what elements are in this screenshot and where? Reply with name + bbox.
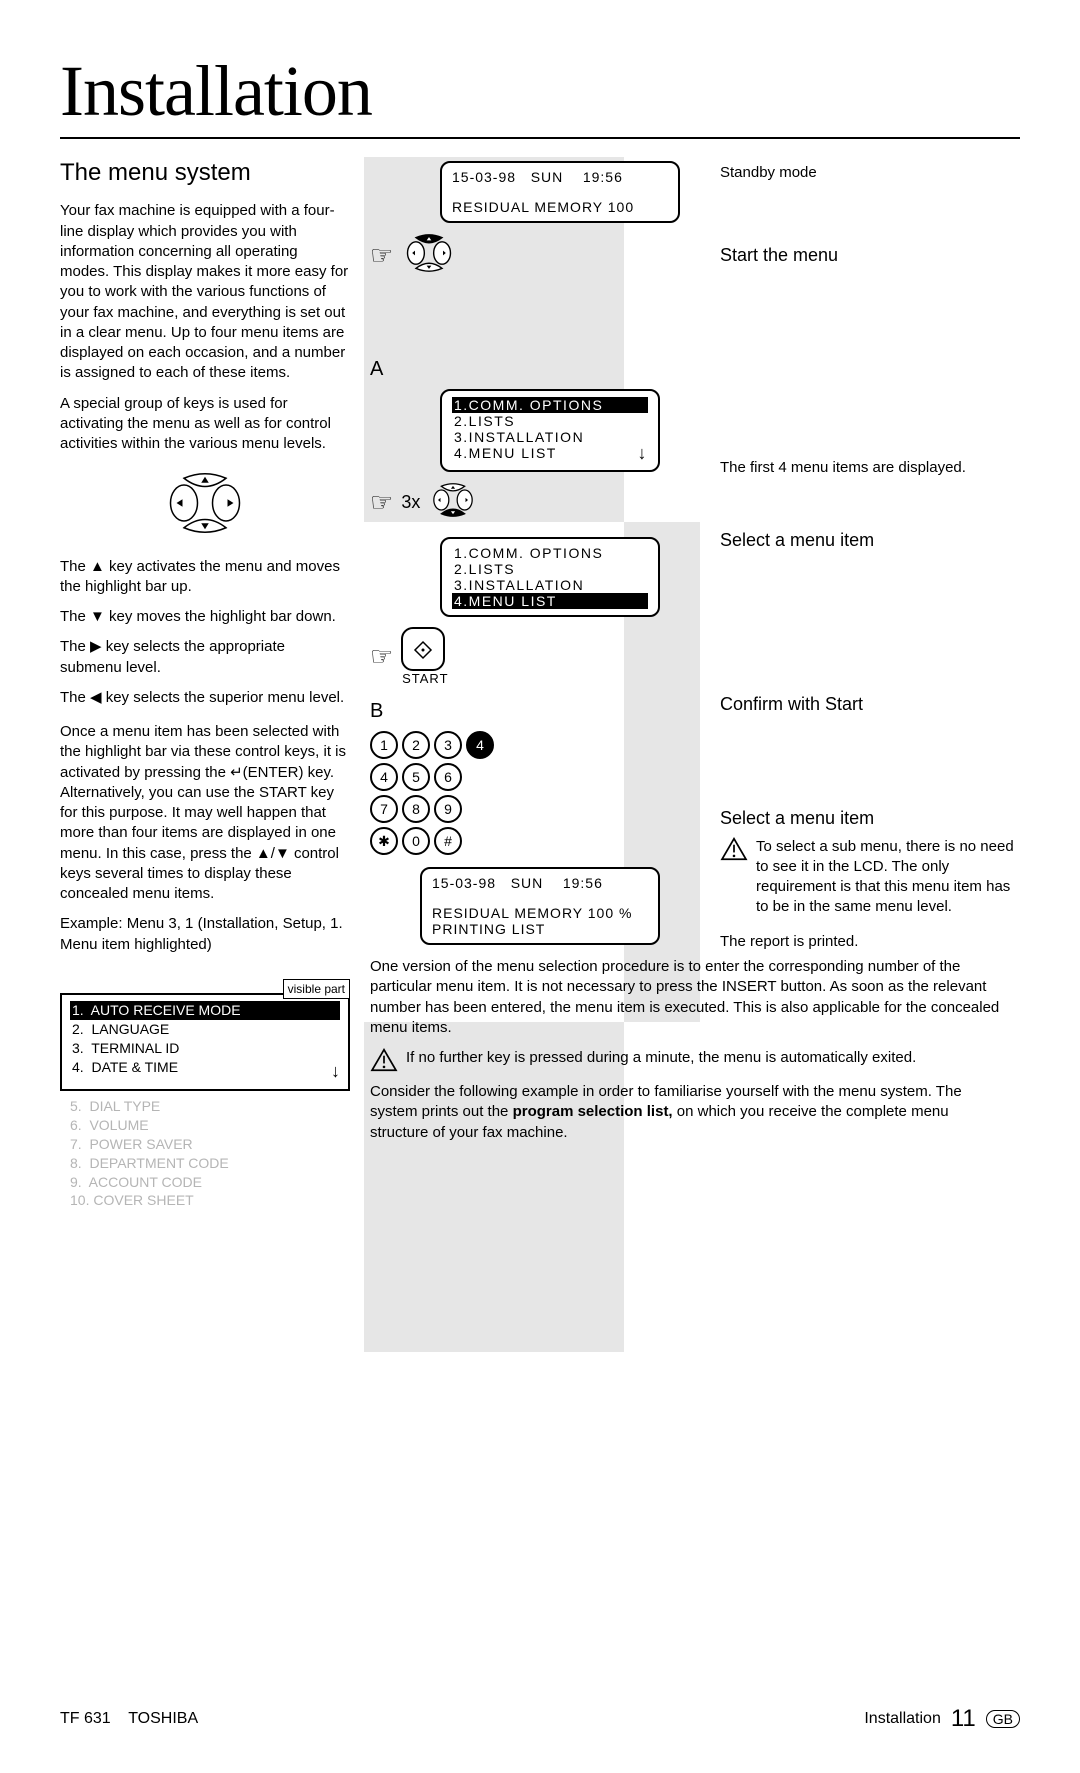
lcd-menu-top: 1.COMM. OPTIONS 2.LISTS 3.INSTALLATION 4… [440,389,660,472]
footer-brand: TOSHIBA [128,1710,198,1727]
vp-hidden-6: 6. VOLUME [70,1116,340,1135]
left-p3a: Once a menu item has been selected with … [60,722,350,904]
vp-item-1: 1. AUTO RECEIVE MODE [70,1001,340,1020]
point-hand-icon: ☞ [370,641,393,672]
nav-pad-down-icon [428,482,478,523]
start-label: START [401,671,449,686]
warn-auto-exit: If no further key is pressed during a mi… [406,1048,1010,1068]
footer-model: TF 631 [60,1710,111,1727]
start-key-icon [401,627,445,671]
lcd-standby: 15-03-98 SUN 19:56 RESIDUAL MEMORY 100 [440,161,680,223]
left-p2: A special group of keys is used for acti… [60,394,350,455]
warn-submenu: To select a sub menu, there is no need t… [756,837,1020,918]
below-p2: Consider the following example in order … [370,1082,1010,1143]
warning-icon [720,837,748,861]
visible-part-label: visible part [283,979,350,999]
footer-page: 11 [951,1705,976,1733]
lcd1-row1: 15-03-98 SUN 19:56 [452,169,668,185]
page-footer: TF 631 TOSHIBA Installation 11 GB [60,1705,1020,1733]
first4-label: The first 4 menu items are displayed. [720,458,1020,478]
visible-part-diagram: visible part 1. AUTO RECEIVE MODE 2. LAN… [60,973,350,1216]
lcd-menu-bottom: 1.COMM. OPTIONS 2.LISTS 3.INSTALLATION 4… [440,537,660,617]
left-key-a: The ▲ key activates the menu and moves t… [60,557,350,598]
nav-pad-illustration [60,472,350,540]
lcd1-row2: RESIDUAL MEMORY 100 [452,199,668,215]
lcd3-1: 1.COMM. OPTIONS [452,545,648,561]
vp-hidden-8: 8. DEPARTMENT CODE [70,1154,340,1173]
vp-hidden-7: 7. POWER SAVER [70,1135,340,1154]
lcd3-4: 4.MENU LIST [452,593,648,609]
point-hand-icon: ☞ [370,240,393,271]
keypad-illustration: 1234 456 789 ✱0# [370,731,700,855]
nav-pad-icon [401,233,457,278]
left-key-c: The ▶ key selects the appropriate submen… [60,637,350,678]
step-b-label: B [370,700,700,723]
lcd3-2: 2.LISTS [452,561,648,577]
vp-item-3: 3. TERMINAL ID [70,1039,340,1058]
lcd3-3: 3.INSTALLATION [452,577,648,593]
lcd-printing: 15-03-98 SUN 19:56 RESIDUAL MEMORY 100 %… [420,867,660,945]
vp-hidden-5: 5. DIAL TYPE [70,1097,340,1116]
chapter-title: Installation [60,50,1020,133]
left-p1: Your fax machine is equipped with a four… [60,201,350,383]
footer-section: Installation [864,1710,941,1728]
three-times-label: 3x [401,492,420,513]
lcd4-r3: PRINTING LIST [432,921,648,937]
section-title: The menu system [60,157,350,189]
lcd4-r1: 15-03-98 SUN 19:56 [432,875,648,891]
left-column: The menu system Your fax machine is equi… [60,157,350,1216]
vp-item-2: 2. LANGUAGE [70,1020,340,1039]
step-a-label: A [370,358,700,381]
start-menu-label: Start the menu [720,243,1020,267]
confirm-start-label: Confirm with Start [720,692,1020,716]
left-p3b: Example: Menu 3, 1 (Installation, Setup,… [60,914,350,955]
point-hand-icon: ☞ [370,487,393,518]
lcd2-1: 1.COMM. OPTIONS [452,397,648,413]
select-item2-label: Select a menu item [720,806,1020,830]
horizontal-rule [60,137,1020,139]
footer-lang: GB [986,1710,1020,1728]
middle-column: 15-03-98 SUN 19:56 RESIDUAL MEMORY 100 ☞ [370,157,700,1216]
left-key-b: The ▼ key moves the highlight bar down. [60,607,350,627]
vp-hidden-9: 9. ACCOUNT CODE [70,1173,340,1192]
lcd4-r2: RESIDUAL MEMORY 100 % [432,905,648,921]
left-key-d: The ◀ key selects the superior menu leve… [60,688,350,708]
lcd2-2: 2.LISTS [452,413,648,429]
standby-label: Standby mode [720,163,1020,183]
below-p1: One version of the menu selection proced… [370,957,1010,1038]
vp-hidden-10: 10. COVER SHEET [70,1191,340,1210]
select-item-label: Select a menu item [720,528,1020,552]
warning-icon [370,1048,398,1072]
report-printed: The report is printed. [720,932,1020,952]
